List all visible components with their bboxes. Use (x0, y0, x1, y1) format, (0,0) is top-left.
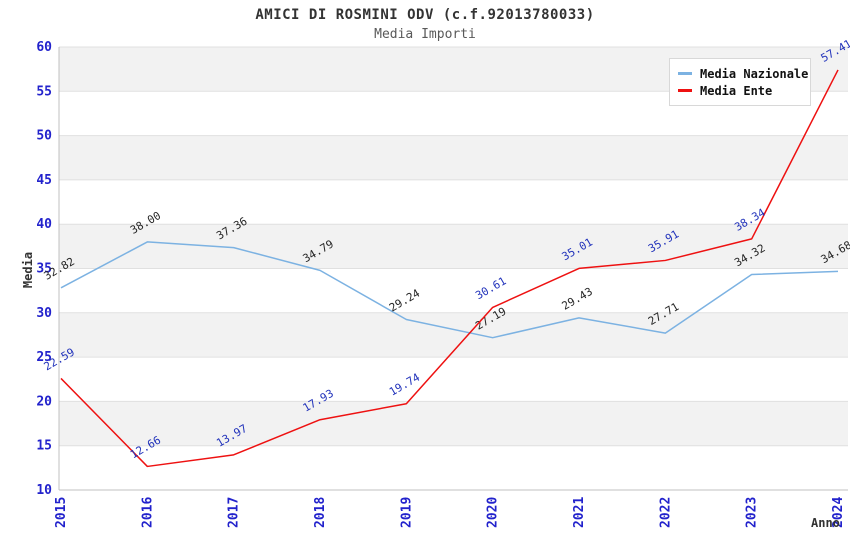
x-tick-label: 2018 (313, 497, 328, 528)
y-tick-label: 55 (36, 84, 52, 99)
x-tick-label: 2024 (831, 497, 846, 528)
x-tick-label: 2017 (227, 497, 242, 528)
grid-band (59, 401, 848, 446)
x-tick-label: 2015 (54, 497, 69, 528)
y-tick-label: 45 (36, 173, 52, 188)
y-tick-label: 25 (36, 350, 52, 365)
y-tick-label: 50 (36, 129, 52, 144)
legend: Media Nazionale Media Ente (669, 58, 811, 106)
series-line-media-ente (60, 69, 839, 468)
x-tick-label: 2016 (140, 497, 155, 528)
y-tick-label: 35 (36, 262, 52, 277)
legend-item-media-ente: Media Ente (678, 82, 802, 99)
legend-swatch-media-ente (678, 89, 692, 92)
y-tick-label: 20 (36, 394, 52, 409)
legend-item-media-nazionale: Media Nazionale (678, 65, 808, 82)
grid-band (59, 135, 848, 180)
x-tick-label: 2020 (486, 497, 501, 528)
y-tick-label: 40 (36, 217, 52, 232)
x-tick-label: 2023 (745, 497, 760, 528)
y-tick-label: 30 (36, 306, 52, 321)
y-tick-label: 15 (36, 439, 52, 454)
point-value-label: 29.43 (560, 285, 595, 313)
point-value-label: 29.24 (387, 286, 423, 314)
chart-subtitle: Media Importi (374, 27, 476, 42)
x-tick-label: 2019 (399, 497, 414, 528)
legend-swatch-media-nazionale (678, 72, 692, 75)
y-tick-label: 60 (36, 40, 52, 55)
legend-label: Media Ente (700, 83, 773, 98)
y-tick-label: 10 (36, 483, 52, 498)
point-value-label: 30.61 (473, 274, 508, 302)
point-value-label: 19.74 (387, 371, 423, 399)
x-tick-label: 2022 (658, 497, 673, 528)
x-tick-label: 2021 (572, 497, 587, 528)
series-line-media-nazionale (60, 241, 839, 339)
y-axis-title: Media (21, 251, 35, 289)
legend-label: Media Nazionale (700, 66, 809, 81)
chart-title: AMICI DI ROSMINI ODV (c.f.92013780033) (255, 7, 595, 23)
x-axis-title: Anno (811, 516, 840, 530)
grid-band (59, 312, 848, 358)
grid-band (59, 224, 848, 269)
